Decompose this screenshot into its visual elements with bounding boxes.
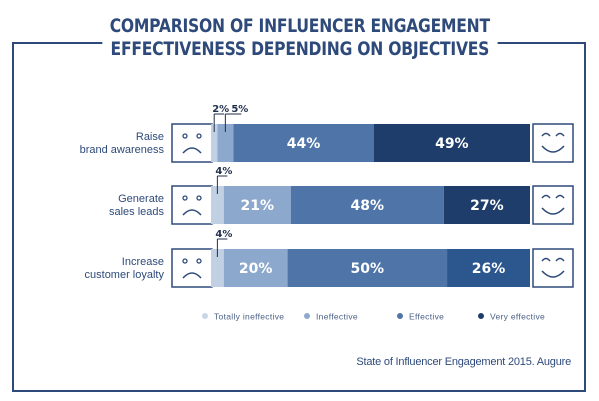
legend-swatch xyxy=(397,313,403,319)
happy-face-eye xyxy=(541,132,551,137)
sad-face-mouth xyxy=(182,209,202,216)
sad-face-mouth xyxy=(182,272,202,279)
data-label: 44% xyxy=(287,136,321,152)
data-label: 27% xyxy=(470,198,504,214)
sad-face-eye xyxy=(196,195,202,201)
happy-face-eye xyxy=(555,194,565,199)
sad-face-icon xyxy=(171,185,213,225)
sad-face-icon xyxy=(171,248,213,288)
legend-swatch xyxy=(304,313,310,319)
bar-segment xyxy=(287,249,448,287)
data-label: 49% xyxy=(435,136,469,152)
sad-face-eye xyxy=(182,258,188,264)
sad-face-eye xyxy=(196,133,202,139)
category-label: Raise xyxy=(136,131,164,143)
data-label: 50% xyxy=(351,261,385,277)
data-label: 21% xyxy=(240,198,274,214)
category-label: Generate xyxy=(118,193,164,205)
sad-face-mouth xyxy=(182,147,202,154)
title-line-2: EFFECTIVENESS DEPENDING ON OBJECTIVES xyxy=(102,37,497,62)
bar-segment xyxy=(443,186,530,224)
data-label: 4% xyxy=(215,229,232,240)
legend-swatch xyxy=(202,313,208,319)
sad-face-eye xyxy=(196,258,202,264)
data-label: 5% xyxy=(231,104,248,115)
category-label: brand awareness xyxy=(80,144,165,156)
legend-label: Very effective xyxy=(490,312,545,322)
bar-segment xyxy=(211,186,224,224)
bar-segment xyxy=(217,124,234,162)
happy-face-eye xyxy=(555,132,565,137)
legend-swatch xyxy=(478,313,484,319)
source-note: State of Influencer Engagement 2015. Aug… xyxy=(356,356,571,368)
category-label: Increase xyxy=(122,256,164,268)
sad-face-icon xyxy=(171,123,213,163)
category-label: customer loyalty xyxy=(85,269,165,281)
data-label: 26% xyxy=(472,261,506,277)
happy-face-mouth xyxy=(541,145,565,153)
happy-face-icon xyxy=(532,248,574,288)
bar-segment xyxy=(447,249,530,287)
sad-face-eye xyxy=(182,133,188,139)
happy-face-eye xyxy=(541,194,551,199)
happy-face-eye xyxy=(541,257,551,262)
happy-face-eye xyxy=(555,257,565,262)
bar-segment xyxy=(223,249,288,287)
legend-label: Totally ineffective xyxy=(214,312,284,322)
category-label: sales leads xyxy=(109,206,165,218)
bar-segment xyxy=(223,186,291,224)
data-label: 48% xyxy=(351,198,385,214)
bar-segment xyxy=(211,124,218,162)
data-label: 20% xyxy=(239,261,273,277)
happy-face-mouth xyxy=(541,207,565,215)
happy-face-mouth xyxy=(541,270,565,278)
data-label: 4% xyxy=(215,166,232,177)
legend-label: Effective xyxy=(409,312,444,322)
bar-segment xyxy=(373,124,530,162)
chart-title: COMPARISON OF INFLUENCER ENGAGEMENT EFFE… xyxy=(0,14,599,62)
happy-face-icon xyxy=(532,123,574,163)
title-line-1: COMPARISON OF INFLUENCER ENGAGEMENT xyxy=(101,14,498,39)
legend-label: Ineffective xyxy=(316,312,358,322)
bar-segment xyxy=(290,186,444,224)
sad-face-eye xyxy=(182,195,188,201)
happy-face-icon xyxy=(532,185,574,225)
bar-segment xyxy=(211,249,224,287)
bar-segment xyxy=(233,124,374,162)
data-label: 2% xyxy=(212,104,229,115)
